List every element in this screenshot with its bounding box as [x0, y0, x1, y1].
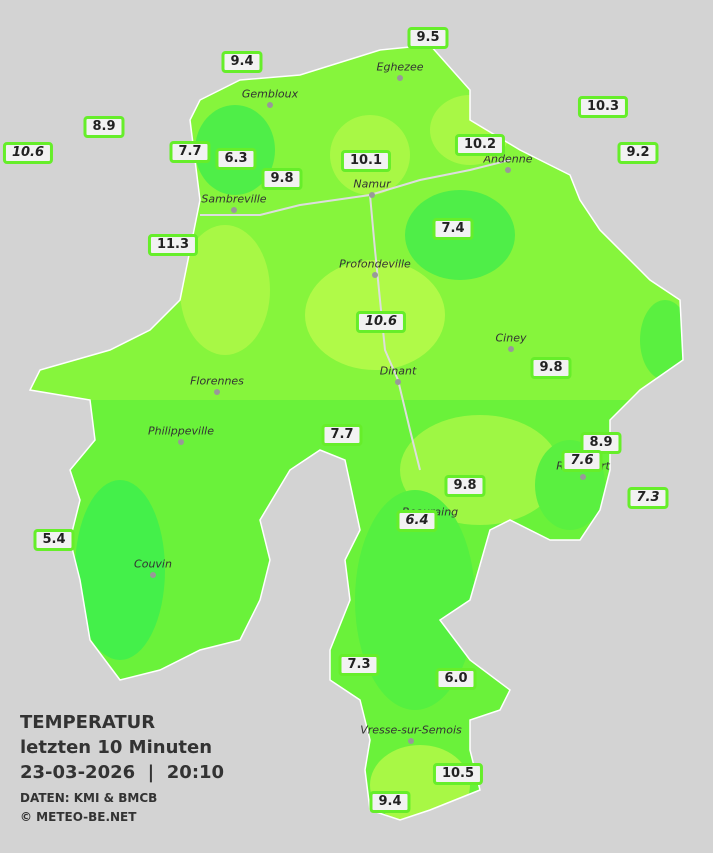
station-temperature: 8.9	[83, 116, 125, 138]
city-dot	[214, 389, 220, 395]
station-temperature: 7.3	[627, 487, 669, 509]
city-name: Philippeville	[148, 424, 214, 438]
station-temperature: 9.8	[444, 475, 486, 497]
station-temperature: 10.6	[355, 311, 407, 333]
city-dot	[372, 272, 378, 278]
city-name: Gembloux	[241, 87, 299, 101]
station-temperature: 7.7	[321, 424, 363, 446]
station-temperature: 5.4	[33, 529, 75, 551]
station-temperature: 9.8	[530, 357, 572, 379]
station-temperature: 9.4	[221, 51, 263, 73]
station-temperature: 10.3	[577, 96, 629, 118]
station-temperature: 6.3	[215, 148, 257, 170]
station-temperature: 10.5	[432, 763, 484, 785]
city-dot	[267, 102, 273, 108]
station-temperature: 9.2	[617, 142, 659, 164]
station-temperature: 7.3	[338, 654, 380, 676]
station-temperature: 10.1	[340, 150, 392, 172]
city-dot	[580, 474, 586, 480]
city-name: Ciney	[495, 331, 527, 345]
datetime: 23-03-2026 | 20:10	[20, 762, 225, 783]
city-name: Vresse-sur-Semois	[360, 723, 462, 737]
city-name: Profondeville	[339, 257, 411, 271]
station-temperature: 7.6	[561, 450, 603, 472]
city-dot	[408, 738, 414, 744]
city-dot	[395, 379, 401, 385]
city-name: Namur	[353, 177, 391, 191]
station-temperature: 6.0	[435, 668, 477, 690]
city-name: Dinant	[379, 364, 417, 378]
station-temperature: 8.9	[580, 432, 622, 454]
station-temperature: 11.3	[147, 234, 199, 256]
city-dot	[178, 439, 184, 445]
city-name: Couvin	[134, 557, 172, 571]
subtitle: letzten 10 Minuten	[20, 737, 213, 758]
station-temperature: 7.4	[432, 218, 474, 240]
station-temperature: 10.6	[2, 142, 54, 164]
city-name: Sambreville	[201, 192, 267, 206]
station-temperature: 9.8	[261, 168, 303, 190]
station-temperature: 9.4	[369, 791, 411, 813]
city-dot	[508, 346, 514, 352]
station-temperature: 6.4	[396, 510, 438, 532]
title: TEMPERATUR	[20, 712, 156, 733]
city-name: Eghezee	[376, 60, 424, 74]
station-temperature: 10.2	[454, 134, 506, 156]
city-dot	[150, 572, 156, 578]
city-dot	[231, 207, 237, 213]
credit: © METEO-BE.NET	[20, 810, 137, 824]
station-temperature: 7.7	[169, 141, 211, 163]
city-name: Florennes	[190, 374, 244, 388]
city-dot	[369, 192, 375, 198]
city-dot	[505, 167, 511, 173]
station-temperature: 9.5	[407, 27, 449, 49]
city-dot	[397, 75, 403, 81]
source: DATEN: KMI & BMCB	[20, 791, 158, 805]
